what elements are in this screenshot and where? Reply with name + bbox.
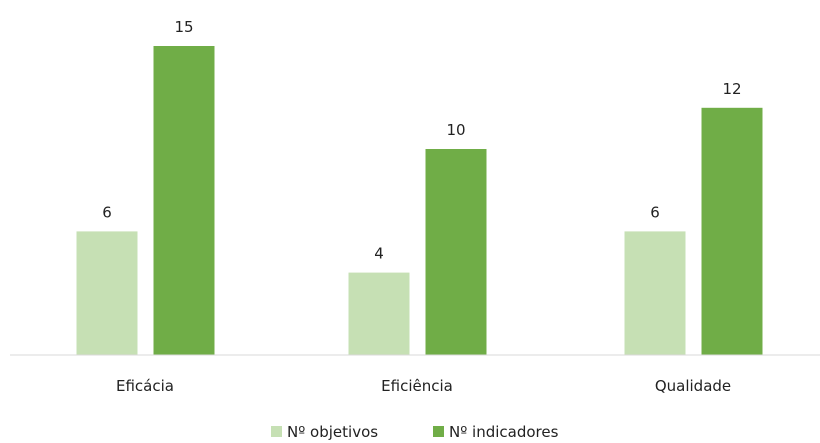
- bar-objetivos-3: [624, 231, 686, 355]
- bar-objetivos-2: [348, 272, 410, 355]
- legend-swatch-indicadores: [433, 426, 444, 437]
- category-label-1: Eficácia: [116, 377, 174, 395]
- category-label-2: Eficiência: [381, 377, 453, 395]
- legend-label-objetivos: Nº objetivos: [287, 423, 378, 441]
- bar-indicadores-1: [153, 46, 215, 355]
- category-label-3: Qualidade: [655, 377, 731, 395]
- data-label-indicadores-2: 10: [446, 121, 465, 139]
- category-labels: Eficácia Eficiência Qualidade: [116, 377, 731, 395]
- legend-label-indicadores: Nº indicadores: [449, 423, 559, 441]
- legend: Nº objetivos Nº indicadores: [271, 423, 559, 441]
- bars-group: 6 15 4 10 6 12: [76, 18, 763, 355]
- bar-indicadores-3: [701, 107, 763, 355]
- data-label-objetivos-3: 6: [650, 203, 660, 221]
- bar-objetivos-1: [76, 231, 138, 355]
- data-label-objetivos-2: 4: [374, 245, 384, 263]
- legend-swatch-objetivos: [271, 426, 282, 437]
- bar-indicadores-2: [425, 149, 487, 355]
- data-label-indicadores-1: 15: [174, 18, 193, 36]
- data-label-indicadores-3: 12: [722, 80, 741, 98]
- data-label-objetivos-1: 6: [102, 203, 112, 221]
